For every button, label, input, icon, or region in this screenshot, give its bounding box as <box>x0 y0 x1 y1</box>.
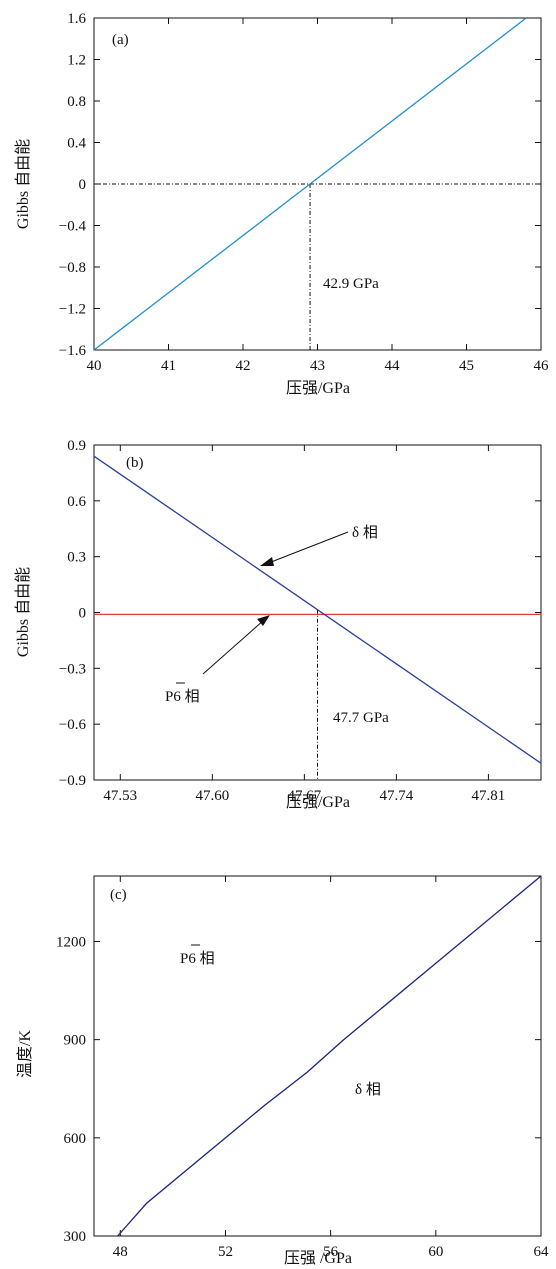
ticks-c: 48 52 56 60 64 300 600 900 1200 <box>56 876 549 1260</box>
y-tick-label: 1200 <box>56 934 86 950</box>
y-tick-label: −0.4 <box>59 219 87 235</box>
x-tick-label: 47.74 <box>380 788 414 804</box>
x-axis-label-c: 压强 /GPa <box>284 1250 352 1267</box>
annotation-42-9: 42.9 GPa <box>323 276 379 292</box>
y-tick-label: 1.2 <box>67 53 86 69</box>
x-tick-label: 48 <box>113 1244 128 1260</box>
x-tick-label: 43 <box>310 358 325 374</box>
y-tick-label: 0.3 <box>67 550 86 566</box>
annotation-p6-phase-b: P6 相 <box>165 682 200 705</box>
x-tick-label: 47.81 <box>472 788 506 804</box>
panel-tag-c: (c) <box>110 887 127 903</box>
x-tick-label: 47.67 <box>287 788 321 804</box>
x-tick-label: 45 <box>459 358 474 374</box>
arrow-p6-b <box>202 619 265 675</box>
ticks-a: 40 41 42 43 44 45 46 −1.6 −1.2 −0.8 −0.4 0 0.4 0.8 1.2… <box>59 11 549 374</box>
x-tick-label: 52 <box>218 1244 233 1260</box>
y-tick-label: 0.4 <box>67 136 86 152</box>
x-tick-label: 40 <box>87 358 102 374</box>
annotation-delta-phase-c: δ 相 <box>355 1081 381 1098</box>
series-line-0 <box>93 455 542 764</box>
x-tick-label: 60 <box>428 1244 443 1260</box>
y-tick-label: −0.9 <box>59 773 86 789</box>
arrow-delta-b <box>265 531 349 565</box>
ticks-b: 47.53 47.60 47.67 47.74 47.81 −0.9 −0.6 −0.3 0 0.… <box>59 438 541 804</box>
series-line-0 <box>93 17 527 351</box>
y-tick-label: 0 <box>79 177 87 193</box>
x-tick-label: 56 <box>323 1244 339 1260</box>
p6-overline-b: 6 <box>173 689 181 705</box>
x-tick-label: 47.60 <box>195 788 229 804</box>
y-axis-label-c: 温度/K <box>16 1030 34 1078</box>
y-tick-label: 900 <box>64 1033 87 1049</box>
x-tick-label: 47.53 <box>103 788 137 804</box>
y-tick-label: −1.2 <box>59 302 86 318</box>
panel-c: (c) P6 相 δ 相 压强 /GPa 温度/K 48 52 56 60 64 300 6… <box>16 875 549 1267</box>
x-tick-label: 41 <box>161 358 176 374</box>
panel-tag-b: (b) <box>126 455 144 471</box>
svg-text:P6 相: P6 相 <box>165 688 200 705</box>
marks-a <box>93 17 541 351</box>
y-tick-label: 0.8 <box>67 94 86 110</box>
plot-frame-c <box>93 875 542 1237</box>
series-line-0 <box>117 875 542 1237</box>
x-tick-label: 44 <box>385 358 401 374</box>
annotation-p6-phase-c: P6 相 <box>180 944 215 967</box>
y-tick-label: −0.8 <box>59 260 86 276</box>
p6-main-b: P <box>165 689 173 705</box>
y-tick-label: 0.6 <box>67 494 86 510</box>
svg-text:P6 相: P6 相 <box>180 950 215 967</box>
x-tick-label: 46 <box>534 358 550 374</box>
p6-main-c: P <box>180 951 188 967</box>
y-tick-label: 600 <box>64 1131 87 1147</box>
y-axis-label-b: Gibbs 自由能 <box>14 567 32 657</box>
panel-a: (a) 42.9 GPa 压强/GPa Gibbs 自由能 40 41 42 43 44… <box>14 11 549 397</box>
p6-overline-c: 6 <box>188 951 196 967</box>
y-tick-label: −0.3 <box>59 661 86 677</box>
y-tick-label: 0 <box>79 606 87 622</box>
y-tick-label: −0.6 <box>59 717 87 733</box>
y-axis-label-a: Gibbs 自由能 <box>14 139 32 229</box>
x-tick-label: 64 <box>534 1244 550 1260</box>
y-tick-label: 0.9 <box>67 438 86 454</box>
annotation-delta-phase-b: δ 相 <box>352 524 378 541</box>
x-tick-label: 42 <box>236 358 251 374</box>
y-tick-label: 1.6 <box>67 11 86 27</box>
marks-c <box>117 875 542 1237</box>
arrowhead-p6-b <box>257 615 270 626</box>
marks-b <box>93 455 542 780</box>
panel-tag-a: (a) <box>112 32 129 48</box>
x-axis-label-b: 压强/GPa <box>286 794 350 811</box>
arrowhead-delta-b <box>260 557 274 566</box>
y-tick-label: 300 <box>64 1229 87 1245</box>
y-tick-label: −1.6 <box>59 343 87 359</box>
panel-b: (b) δ 相 P6 相 47.7 GPa 压强/GPa Gibbs 自由能 4… <box>14 438 542 811</box>
p6-suffix-c: 相 <box>196 950 215 967</box>
p6-suffix-b: 相 <box>181 688 200 705</box>
annotation-47-7: 47.7 GPa <box>333 710 389 726</box>
x-axis-label-a: 压强/GPa <box>286 380 350 397</box>
